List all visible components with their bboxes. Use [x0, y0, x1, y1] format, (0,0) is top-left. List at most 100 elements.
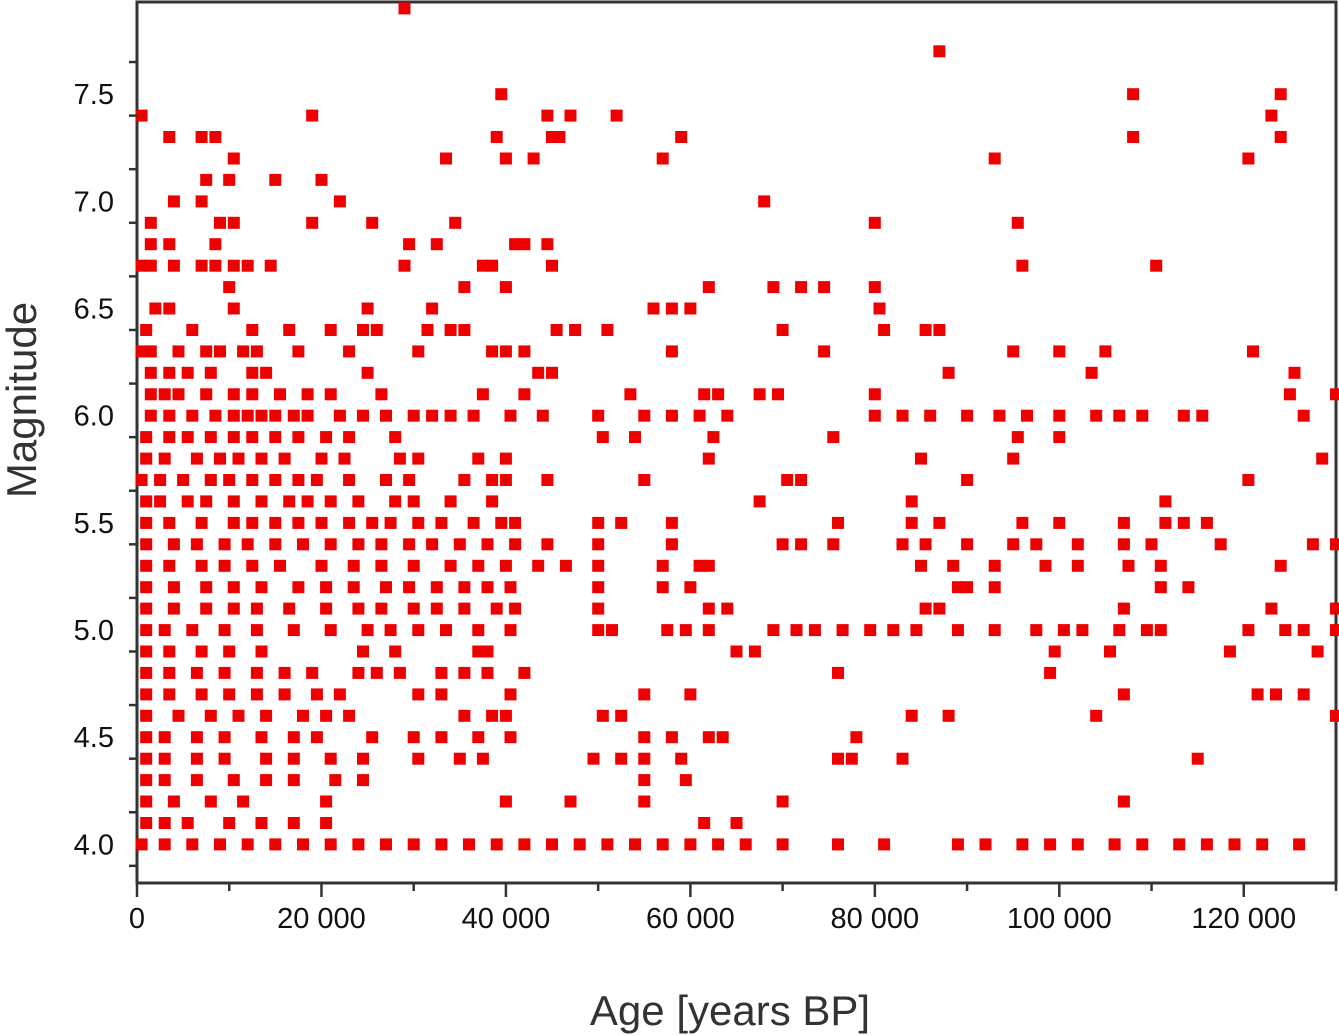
data-point — [403, 474, 416, 486]
data-point — [776, 795, 789, 808]
data-point — [905, 495, 918, 508]
data-point — [140, 495, 153, 508]
data-point — [324, 388, 337, 401]
data-point — [1140, 624, 1153, 637]
data-point — [490, 131, 503, 143]
data-point — [190, 538, 203, 551]
data-point — [721, 602, 734, 615]
data-point — [269, 538, 282, 551]
data-point — [306, 666, 319, 679]
data-point — [615, 709, 628, 722]
data-point — [827, 431, 840, 444]
data-point — [274, 388, 286, 401]
data-point — [255, 817, 268, 829]
data-point — [421, 324, 434, 336]
data-point — [1297, 409, 1310, 422]
data-point — [656, 152, 669, 165]
data-point — [518, 238, 531, 251]
data-point — [790, 624, 803, 637]
data-point — [218, 538, 231, 551]
data-point — [1099, 345, 1112, 358]
data-point — [1177, 516, 1190, 529]
y-tick-label: 4.0 — [74, 829, 114, 861]
data-point — [776, 324, 789, 336]
data-point — [403, 581, 416, 594]
data-point — [896, 538, 909, 551]
data-point — [204, 795, 217, 808]
data-point — [227, 431, 240, 444]
data-point — [393, 452, 406, 465]
data-point — [1330, 538, 1339, 551]
data-point — [209, 238, 222, 251]
data-point — [320, 795, 333, 808]
data-point — [407, 409, 420, 422]
data-point — [1113, 624, 1126, 637]
data-point — [190, 752, 203, 765]
data-point — [301, 409, 314, 422]
data-point — [232, 709, 245, 722]
data-point — [361, 302, 374, 315]
data-point — [278, 666, 291, 679]
data-point — [905, 709, 918, 722]
data-point — [924, 409, 937, 422]
data-point — [144, 366, 157, 379]
data-point — [144, 259, 157, 272]
data-point — [1030, 538, 1043, 551]
data-point — [532, 366, 545, 379]
data-point — [163, 366, 176, 379]
data-point — [140, 431, 153, 444]
data-point — [246, 516, 259, 529]
data-point — [324, 838, 337, 851]
data-point — [795, 474, 808, 486]
data-point — [1071, 838, 1084, 851]
data-point — [559, 559, 572, 572]
data-point — [1108, 838, 1121, 851]
data-point — [287, 624, 300, 637]
data-point — [195, 559, 208, 572]
data-point — [190, 666, 203, 679]
data-point — [721, 409, 734, 422]
data-point — [739, 838, 752, 851]
data-point — [181, 817, 194, 829]
data-point — [961, 538, 974, 551]
data-point — [1021, 409, 1033, 422]
data-point — [518, 666, 531, 679]
data-point — [190, 774, 203, 787]
data-point — [832, 516, 844, 529]
data-point — [665, 345, 678, 358]
data-point — [467, 516, 480, 529]
data-point — [204, 366, 217, 379]
data-point — [140, 666, 153, 679]
data-point — [135, 259, 148, 272]
data-point — [1044, 838, 1057, 851]
data-point — [163, 516, 176, 529]
data-point — [868, 281, 881, 294]
y-tick-label: 5.5 — [74, 508, 114, 540]
data-point — [315, 173, 328, 186]
data-point — [518, 838, 531, 851]
data-point — [255, 731, 268, 744]
data-point — [499, 474, 512, 486]
data-point — [684, 581, 697, 594]
data-point — [486, 474, 499, 486]
data-point — [675, 131, 688, 143]
data-point — [624, 388, 637, 401]
data-point — [218, 731, 231, 744]
data-point — [887, 624, 900, 637]
data-point — [1071, 538, 1084, 551]
data-point — [919, 324, 932, 336]
data-point — [223, 474, 236, 486]
data-point — [241, 409, 254, 422]
data-point — [218, 666, 231, 679]
data-point — [638, 731, 651, 744]
data-point — [246, 474, 259, 486]
data-point — [315, 516, 328, 529]
data-point — [933, 45, 946, 58]
data-point — [352, 838, 365, 851]
data-point — [389, 495, 402, 508]
data-point — [380, 838, 392, 851]
data-point — [753, 388, 766, 401]
data-point — [320, 602, 333, 615]
data-point — [227, 495, 240, 508]
data-point — [144, 216, 157, 229]
